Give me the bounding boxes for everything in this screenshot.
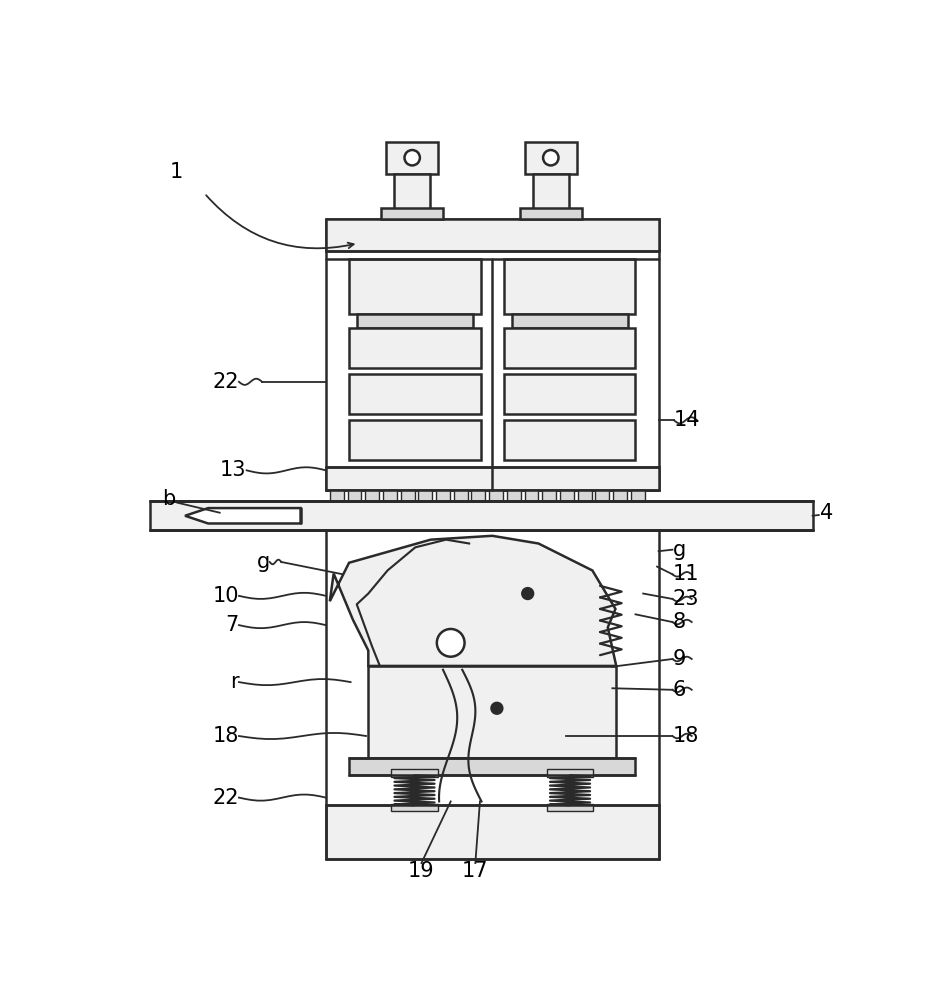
Bar: [330, 490, 343, 511]
Circle shape: [543, 150, 558, 165]
Bar: [391, 804, 438, 811]
Bar: [511, 314, 628, 328]
Bar: [401, 490, 415, 511]
Bar: [369, 666, 616, 758]
Bar: [524, 490, 538, 511]
Bar: [386, 142, 438, 174]
Text: 11: 11: [673, 564, 699, 584]
Bar: [356, 314, 473, 328]
Bar: [596, 490, 610, 511]
Text: 18: 18: [213, 726, 239, 746]
Bar: [349, 420, 481, 460]
Text: 7: 7: [226, 615, 239, 635]
Bar: [418, 490, 432, 511]
Text: r: r: [231, 672, 239, 692]
Bar: [326, 805, 658, 859]
Bar: [150, 501, 812, 530]
Bar: [349, 758, 636, 775]
Text: g: g: [673, 540, 686, 560]
Text: 22: 22: [212, 372, 239, 392]
Bar: [520, 208, 582, 219]
Bar: [347, 490, 361, 511]
Bar: [507, 490, 521, 511]
Bar: [578, 490, 592, 511]
Text: 4: 4: [821, 503, 834, 523]
Polygon shape: [330, 536, 616, 666]
Bar: [326, 466, 658, 490]
Circle shape: [437, 629, 464, 657]
Bar: [383, 490, 397, 511]
Bar: [560, 490, 574, 511]
Bar: [504, 374, 636, 414]
Bar: [326, 219, 658, 490]
Bar: [631, 490, 644, 511]
Bar: [547, 769, 593, 777]
Bar: [349, 374, 481, 414]
Bar: [395, 174, 430, 216]
Text: 22: 22: [212, 788, 239, 808]
Bar: [504, 328, 636, 368]
Text: 14: 14: [674, 410, 701, 430]
Text: 8: 8: [673, 612, 686, 632]
Bar: [349, 328, 481, 368]
Text: 1: 1: [170, 162, 183, 182]
Text: 17: 17: [462, 861, 489, 881]
Bar: [391, 769, 438, 777]
Bar: [613, 490, 627, 511]
Circle shape: [404, 150, 420, 165]
Bar: [542, 490, 556, 511]
Bar: [349, 259, 481, 314]
Circle shape: [522, 588, 533, 599]
Circle shape: [492, 703, 502, 714]
Bar: [504, 259, 636, 314]
Bar: [454, 490, 468, 511]
Text: b: b: [162, 489, 175, 509]
Bar: [382, 208, 443, 219]
Bar: [365, 490, 379, 511]
Text: 10: 10: [212, 586, 239, 606]
Bar: [533, 174, 568, 216]
Bar: [472, 490, 485, 511]
Bar: [547, 804, 593, 811]
Text: 19: 19: [408, 861, 434, 881]
Text: 9: 9: [673, 649, 686, 669]
Bar: [436, 490, 450, 511]
Bar: [326, 219, 658, 251]
Text: 6: 6: [673, 680, 686, 700]
Bar: [490, 490, 503, 511]
Text: 23: 23: [673, 589, 699, 609]
Polygon shape: [185, 508, 300, 523]
Bar: [524, 142, 577, 174]
Text: 13: 13: [220, 460, 247, 480]
Bar: [504, 420, 636, 460]
Text: 18: 18: [673, 726, 699, 746]
Text: g: g: [256, 552, 270, 572]
